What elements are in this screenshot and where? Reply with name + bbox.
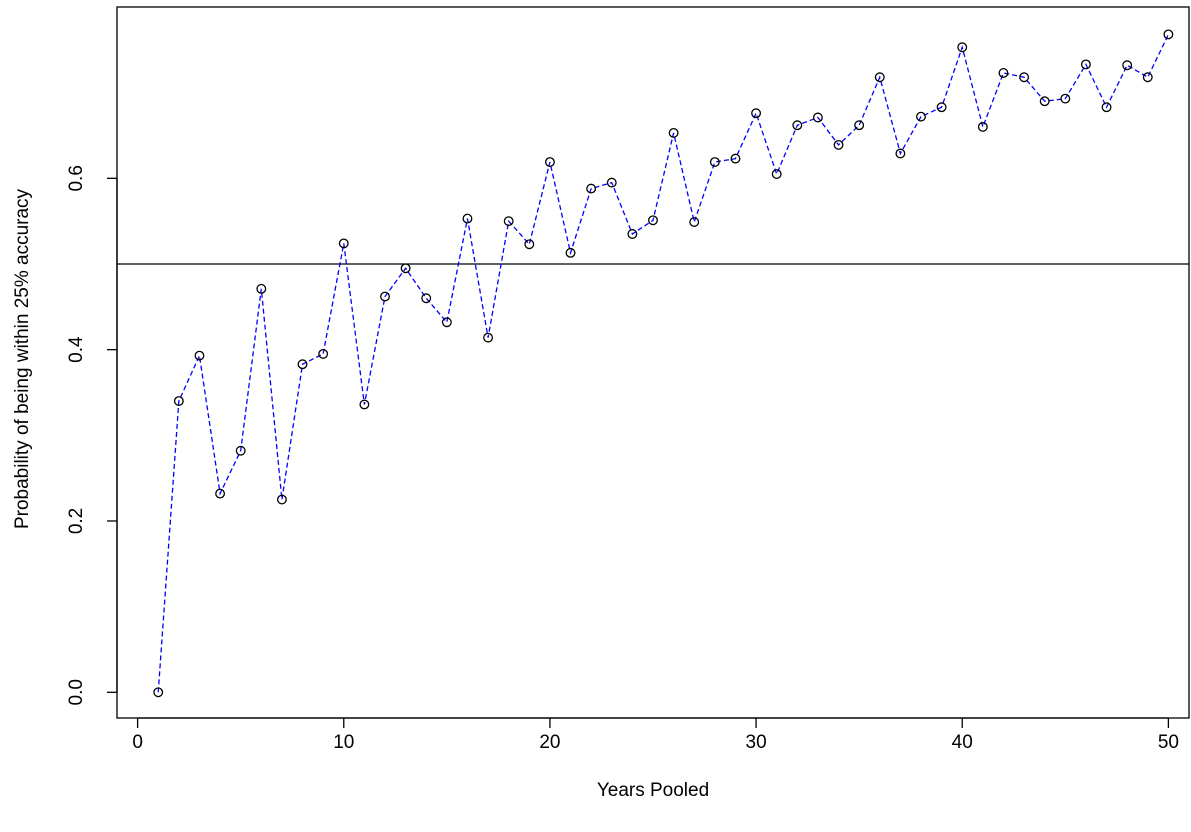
data-point <box>462 213 473 224</box>
data-point <box>1122 60 1133 71</box>
data-point <box>318 348 329 359</box>
x-tick-label: 0 <box>132 732 143 753</box>
data-point <box>627 229 638 239</box>
data-point <box>854 120 865 131</box>
data-point <box>792 120 803 131</box>
data-point <box>936 102 947 113</box>
data-point <box>441 317 452 328</box>
data-point <box>1163 29 1174 40</box>
data-point <box>648 215 658 226</box>
data-point <box>1101 102 1112 113</box>
x-tick-label: 20 <box>539 732 560 753</box>
data-point <box>359 399 370 410</box>
data-point <box>1142 72 1153 83</box>
data-point <box>153 687 164 698</box>
data-point <box>400 263 411 274</box>
x-axis-label: Years Pooled <box>597 780 709 801</box>
x-tick-label: 30 <box>746 732 767 753</box>
data-point <box>483 332 494 343</box>
data-point <box>730 153 741 164</box>
data-point <box>668 127 679 138</box>
data-point <box>895 148 906 159</box>
data-points <box>153 29 1174 698</box>
data-point <box>256 283 267 294</box>
y-axis-label: Probability of being within 25% accuracy <box>12 188 33 529</box>
y-tick-label: 0.6 <box>66 165 87 191</box>
data-point <box>276 494 287 505</box>
data-point <box>194 350 205 361</box>
data-point <box>1019 72 1030 83</box>
x-tick-label: 50 <box>1158 732 1179 753</box>
series-line <box>157 34 1169 693</box>
data-point <box>998 68 1009 78</box>
data-point <box>812 112 823 123</box>
y-tick-label: 0.2 <box>66 508 87 534</box>
data-point <box>874 72 885 83</box>
y-axis: 0.0 0.2 0.4 0.6 <box>66 165 118 706</box>
data-point <box>215 488 226 499</box>
data-point <box>503 216 514 227</box>
x-tick-label: 40 <box>952 732 973 753</box>
plot-frame <box>116 6 1190 719</box>
data-point <box>689 217 700 227</box>
data-point <box>709 157 720 167</box>
data-point <box>1060 93 1071 104</box>
data-point <box>586 183 597 194</box>
data-point <box>173 396 184 406</box>
x-tick-label: 10 <box>333 732 354 753</box>
data-point <box>916 111 926 122</box>
data-point <box>565 247 576 258</box>
x-axis: 0 10 20 30 40 50 <box>132 717 1179 753</box>
data-point <box>338 238 349 249</box>
data-point <box>524 239 535 250</box>
data-point <box>235 445 246 456</box>
data-point <box>380 291 390 302</box>
data-point <box>977 121 988 132</box>
data-point <box>421 293 432 304</box>
data-point <box>751 108 762 119</box>
data-point <box>297 359 308 370</box>
data-point <box>833 139 844 150</box>
plot-area <box>116 6 1190 719</box>
y-tick-label: 0.4 <box>66 336 87 363</box>
data-point <box>544 157 555 167</box>
data-point <box>1080 59 1091 70</box>
y-tick-label: 0.0 <box>66 679 87 705</box>
data-point <box>957 42 968 53</box>
data-point <box>606 177 617 188</box>
data-point <box>1039 96 1050 107</box>
data-point <box>771 169 782 179</box>
